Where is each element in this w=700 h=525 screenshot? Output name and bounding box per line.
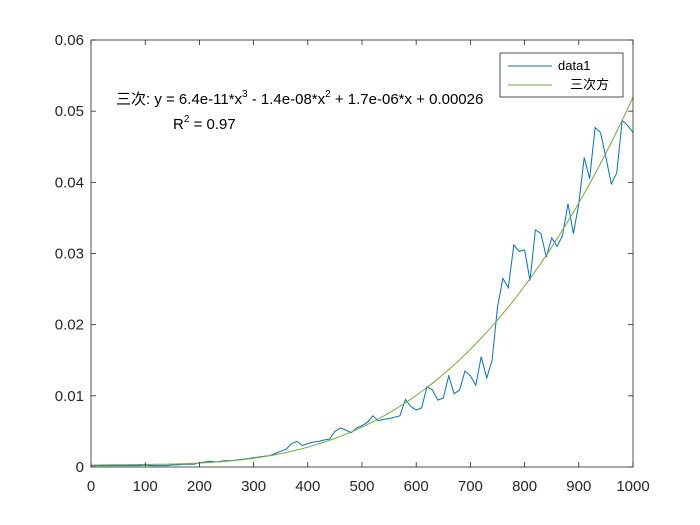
legend-label-cubic: 三次方: [570, 77, 609, 92]
ticks-layer: 0 100 200 300 400 500 600 700 800 900 1000 0 0.01 0.0…: [55, 32, 650, 495]
x-tick-label: 0: [87, 478, 95, 495]
x-tick-label: 500: [349, 478, 374, 495]
x-tick-label: 200: [187, 478, 212, 495]
x-tick-label: 300: [241, 478, 266, 495]
r-squared-label: R2 = 0.97: [173, 114, 236, 133]
y-tick-label: 0.05: [55, 103, 84, 120]
legend-label-data1: data1: [558, 58, 591, 73]
x-tick-label: 700: [458, 478, 483, 495]
x-tick-label: 900: [566, 478, 591, 495]
legend-box: [499, 52, 624, 98]
y-tick-label: 0.06: [55, 32, 84, 49]
y-tick-label: 0.02: [55, 317, 84, 334]
y-tick-label: 0.03: [55, 246, 84, 263]
y-tick-label: 0.04: [55, 174, 84, 191]
plot-area: [91, 40, 633, 467]
x-tick-label: 400: [295, 478, 320, 495]
legend: data1 三次方: [499, 52, 624, 98]
series-line-data1: [91, 119, 634, 467]
y-tick-label: 0: [76, 459, 84, 476]
fit-equation: 三次: y = 6.4e-11*x3 - 1.4e-08*x2 + 1.7e-0…: [116, 89, 483, 108]
x-tick-label: 100: [133, 478, 158, 495]
x-tick-label: 600: [404, 478, 429, 495]
x-tick-label: 800: [512, 478, 537, 495]
y-tick-label: 0.01: [55, 388, 84, 405]
x-tick-label: 1000: [616, 478, 649, 495]
fit-annotation: 三次: y = 6.4e-11*x3 - 1.4e-08*x2 + 1.7e-0…: [116, 89, 483, 133]
series-layer: [91, 96, 634, 467]
series-line-cubic-fit: [91, 96, 634, 466]
